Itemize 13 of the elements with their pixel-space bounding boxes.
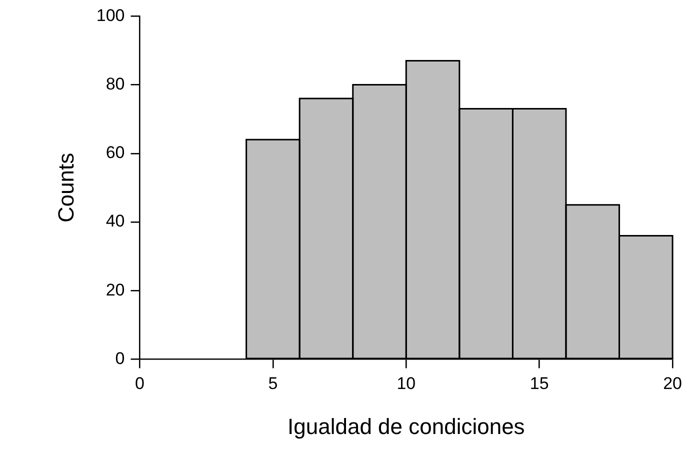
x-tick-label: 0 — [135, 374, 144, 394]
y-tick-label: 40 — [106, 212, 125, 231]
y-tick-label: 20 — [106, 280, 125, 300]
x-axis-title: Igualdad de condiciones — [288, 414, 525, 439]
x-tick-label: 5 — [268, 374, 278, 394]
x-tick-label: 10 — [396, 374, 416, 394]
y-tick-label: 80 — [106, 74, 125, 94]
y-tick-label: 0 — [115, 348, 125, 368]
x-tick-label: 15 — [530, 374, 549, 394]
x-tick-label: 20 — [663, 374, 682, 394]
y-tick-label: 100 — [96, 6, 125, 25]
y-axis-title: Counts — [53, 152, 78, 223]
y-tick-label: 60 — [106, 143, 125, 162]
